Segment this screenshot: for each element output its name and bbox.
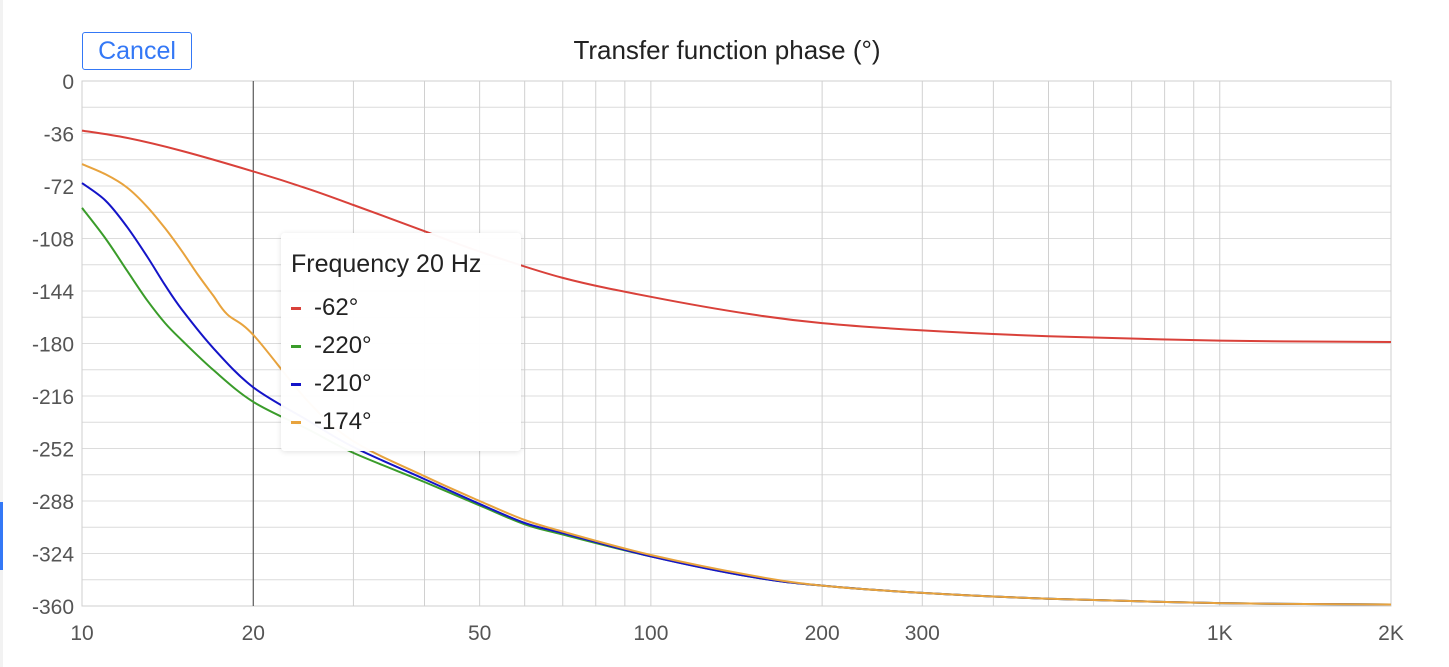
tooltip-row: -174° xyxy=(291,403,521,441)
series-line-3 xyxy=(81,163,1392,606)
legend-swatch xyxy=(291,382,301,386)
y-tick-label: -144 xyxy=(32,281,74,304)
x-tick-label: 200 xyxy=(805,622,840,645)
tooltip-title: Frequency 20 Hz xyxy=(291,250,482,278)
series xyxy=(81,129,1392,606)
y-tick-label: 0 xyxy=(62,71,74,94)
x-tick-label: 300 xyxy=(905,622,940,645)
x-tick-label: 1K xyxy=(1207,622,1233,645)
y-tick-label: -324 xyxy=(32,544,74,567)
y-tick-label: -108 xyxy=(32,229,74,252)
tooltip-value: -174° xyxy=(314,408,372,435)
y-tick-label: -216 xyxy=(32,386,74,409)
y-tick-label: -72 xyxy=(44,176,74,199)
legend-swatch xyxy=(291,306,301,310)
tooltip-row: -62° xyxy=(291,289,521,327)
series-line-2 xyxy=(81,182,1392,606)
chart-tooltip: Frequency 20 Hz -62° -220° -210° -174° xyxy=(281,233,521,451)
tooltip-row: -210° xyxy=(291,365,521,403)
x-tick-label: 10 xyxy=(70,622,93,645)
y-tick-label: -36 xyxy=(44,124,74,147)
plot-border xyxy=(81,80,1392,607)
x-tick-label: 2K xyxy=(1378,622,1404,645)
page-edge xyxy=(0,0,3,667)
y-tick-label: -288 xyxy=(32,491,74,514)
axes: 0 -36 -72 -108 -144 -180 -216 -252 -288 -324 -360 1… xyxy=(32,71,1404,645)
y-tick-label: -180 xyxy=(32,334,74,357)
tooltip-value: -220° xyxy=(314,332,372,359)
selection-accent-bar xyxy=(0,502,3,570)
x-tick-label: 100 xyxy=(633,622,668,645)
tooltip-row: -220° xyxy=(291,327,521,365)
chart-title: Transfer function phase (°) xyxy=(573,35,880,65)
y-tick-label: -360 xyxy=(32,596,74,619)
tooltip-value: -210° xyxy=(314,370,372,397)
series-line-0 xyxy=(81,129,1392,343)
legend-swatch xyxy=(291,344,301,348)
y-tick-label: -252 xyxy=(32,439,74,462)
cancel-button[interactable]: Cancel xyxy=(82,32,192,70)
grid xyxy=(81,80,1392,607)
legend-swatch xyxy=(291,420,301,424)
x-tick-label: 50 xyxy=(468,622,491,645)
series-line-1 xyxy=(81,207,1392,606)
x-tick-label: 20 xyxy=(242,622,265,645)
tooltip-value: -62° xyxy=(314,294,359,321)
